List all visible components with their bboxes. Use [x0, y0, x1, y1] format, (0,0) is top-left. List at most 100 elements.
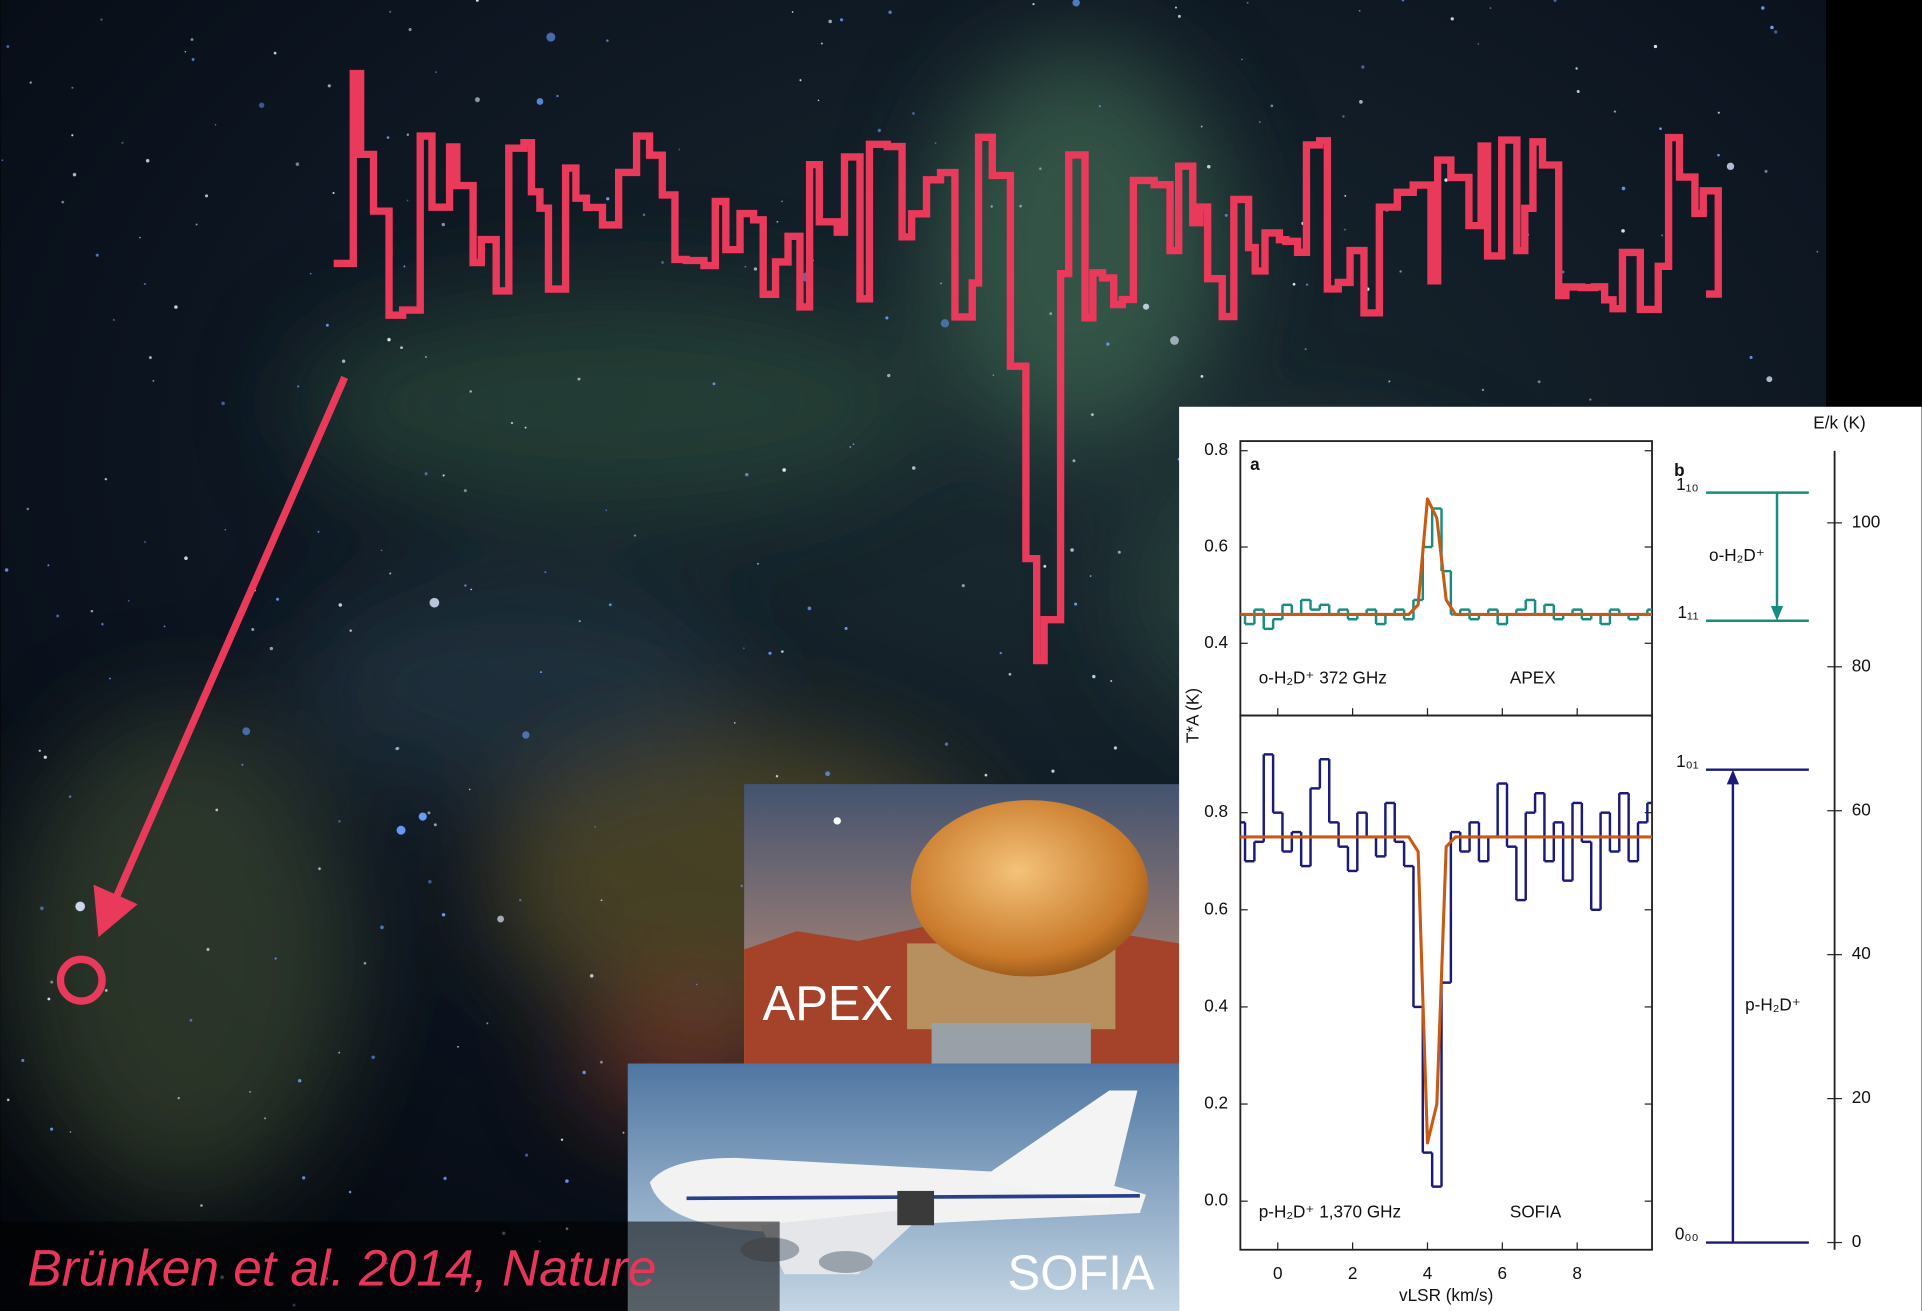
star — [264, 1117, 266, 1119]
star — [1770, 26, 1773, 29]
star — [696, 984, 698, 986]
star — [821, 43, 823, 45]
star — [61, 201, 64, 204]
y-tick-label: 80 — [1852, 655, 1871, 675]
star — [519, 899, 521, 901]
star — [190, 1019, 193, 1022]
star — [1816, 251, 1818, 253]
star — [105, 989, 108, 992]
star — [1361, 65, 1364, 68]
star — [40, 907, 43, 910]
nebula-cloud — [13, 711, 356, 1201]
star — [1247, 2, 1249, 4]
star — [296, 162, 300, 166]
star — [387, 338, 390, 341]
star — [91, 610, 93, 612]
star — [109, 678, 111, 680]
star — [1170, 336, 1179, 345]
star — [757, 563, 759, 565]
star — [317, 531, 319, 533]
star — [594, 826, 596, 828]
y-tick-label: 0.4 — [1204, 632, 1228, 652]
star — [1225, 214, 1228, 217]
star — [1201, 126, 1203, 128]
star — [7, 1099, 10, 1102]
x-tick-label: 4 — [1423, 1263, 1433, 1283]
star — [6, 45, 9, 48]
star — [342, 360, 345, 363]
star — [1019, 205, 1022, 208]
panel-label: a — [1250, 454, 1260, 474]
star — [888, 11, 891, 14]
star — [27, 508, 30, 511]
star — [991, 205, 993, 207]
star — [661, 261, 664, 264]
star — [1538, 380, 1541, 383]
star — [605, 510, 606, 511]
line-label: o-H₂D⁺ 372 GHz — [1259, 667, 1387, 687]
star — [192, 58, 195, 61]
star — [792, 11, 794, 13]
star — [1622, 187, 1626, 191]
star — [457, 1046, 459, 1048]
star — [1090, 575, 1092, 577]
nebula-cloud — [294, 576, 735, 797]
star — [776, 221, 778, 223]
star — [1344, 229, 1346, 231]
star — [546, 33, 555, 42]
star — [69, 795, 71, 797]
star — [403, 265, 405, 267]
star — [205, 194, 208, 197]
star — [419, 813, 427, 821]
star — [1451, 17, 1454, 20]
star — [537, 98, 544, 105]
star — [113, 319, 115, 321]
star — [799, 79, 801, 81]
star — [582, 1071, 585, 1074]
star — [397, 826, 406, 835]
star — [1399, 270, 1401, 272]
star — [318, 867, 321, 870]
star — [781, 650, 784, 653]
star — [164, 626, 166, 628]
star — [174, 305, 178, 309]
star — [1032, 3, 1034, 5]
star — [349, 1191, 351, 1193]
star — [606, 197, 609, 200]
star — [50, 1128, 53, 1131]
star — [486, 1022, 488, 1024]
star — [56, 615, 59, 618]
star — [178, 1097, 180, 1099]
body: APEX SOFIA Brünken et al. 2014, Nature 0… — [0, 0, 1922, 1311]
star — [912, 112, 915, 115]
star — [71, 134, 73, 136]
star — [1259, 121, 1261, 123]
star — [50, 981, 53, 984]
star — [215, 124, 216, 125]
star — [389, 572, 391, 574]
star — [1175, 7, 1177, 9]
star — [1621, 229, 1625, 233]
y-tick-label: 0.6 — [1204, 898, 1228, 918]
star — [1477, 43, 1479, 45]
star — [21, 1059, 24, 1062]
star — [828, 20, 832, 24]
star — [428, 880, 431, 883]
star — [1654, 45, 1657, 48]
star — [744, 266, 746, 268]
star — [30, 81, 32, 83]
star — [1614, 110, 1616, 112]
star — [407, 134, 409, 136]
star — [577, 378, 580, 381]
star — [1099, 105, 1101, 107]
y-tick-label: 100 — [1852, 511, 1881, 531]
star — [678, 148, 680, 150]
star — [887, 374, 890, 377]
star — [1039, 167, 1042, 170]
star — [364, 962, 367, 965]
telescope-label: APEX — [1510, 667, 1556, 687]
star — [1490, 7, 1492, 9]
star — [47, 564, 49, 566]
star — [443, 1177, 446, 1180]
star — [338, 820, 340, 822]
